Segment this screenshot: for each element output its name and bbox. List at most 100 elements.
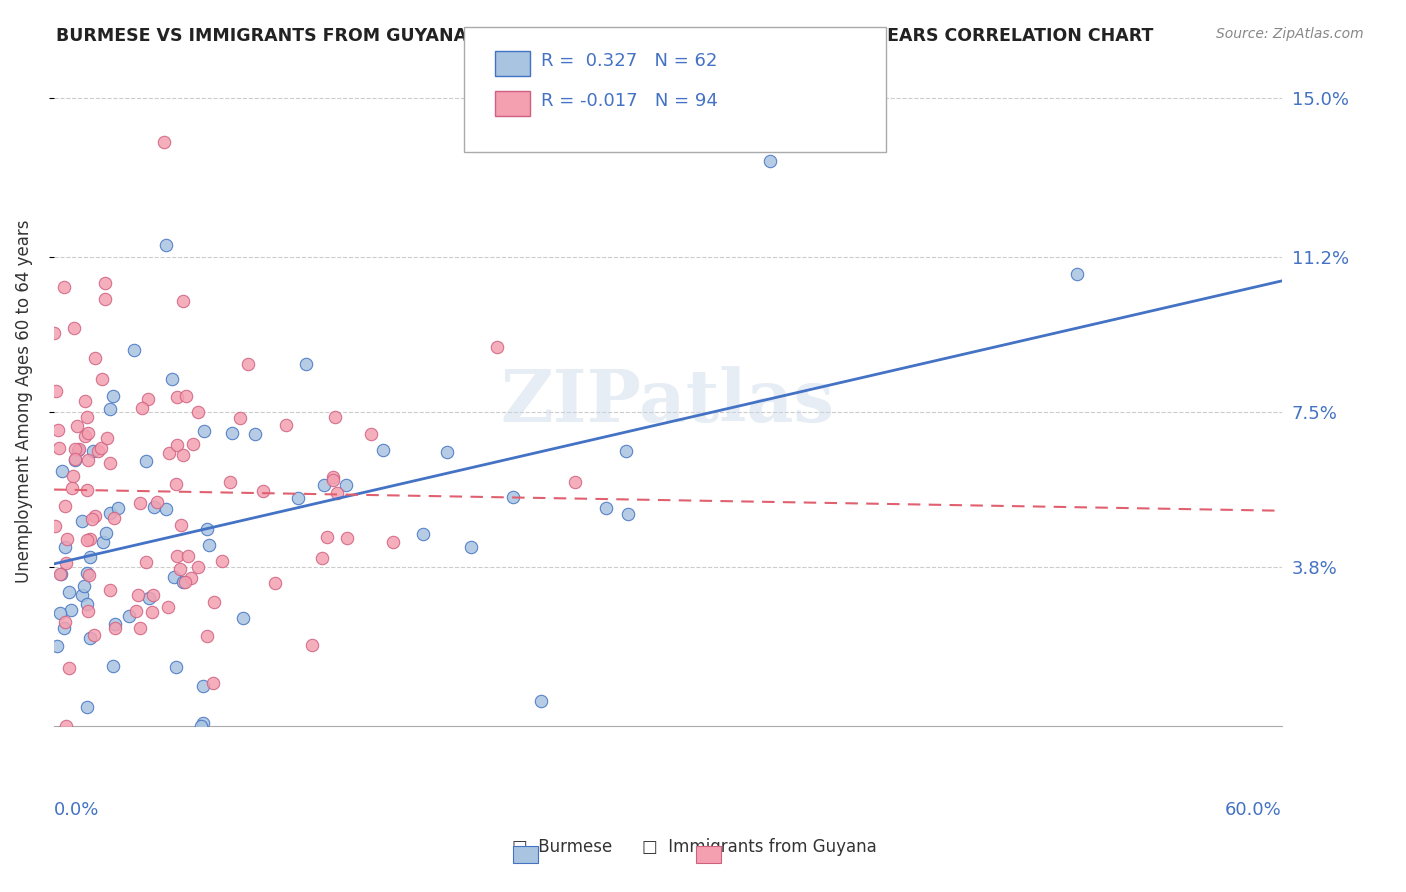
Point [94, 526, 117, 541]
Point [76, 700, 98, 714]
Point [76, 426, 98, 441]
Point [94, 276, 117, 290]
Point [83, 351, 105, 365]
Point [107, 500, 129, 515]
Point [44, 519, 66, 533]
Point [155, 237, 177, 252]
Point [322, 473, 344, 487]
Text: 0.0%: 0.0% [53, 801, 100, 819]
Point [128, 621, 150, 635]
Point [228, 411, 250, 425]
Point [155, 502, 177, 516]
Point [195, 522, 218, 536]
Point [169, 562, 191, 576]
Point [595, 500, 617, 515]
Text: □  Immigrants from Guyana: □ Immigrants from Guyana [643, 838, 876, 856]
Point [60, 481, 83, 495]
Point [172, 293, 194, 308]
Y-axis label: Unemployment Among Ages 60 to 64 years: Unemployment Among Ages 60 to 64 years [15, 219, 32, 583]
Point [146, 494, 169, 508]
Point [55, 615, 77, 630]
Text: □  Burmese: □ Burmese [512, 838, 613, 856]
Point [48, 606, 70, 620]
Point [51, 465, 73, 479]
Point [67, 443, 90, 458]
Point [76, 453, 98, 467]
Point [276, 418, 298, 433]
Point [152, 135, 174, 149]
Point [65, 442, 87, 457]
Point [125, 604, 148, 618]
Point [381, 534, 404, 549]
Point [104, 616, 127, 631]
Point [128, 496, 150, 510]
Point [138, 591, 160, 606]
Point [67, 442, 90, 456]
Point [530, 694, 553, 708]
Point [76, 410, 98, 425]
Point [373, 443, 395, 458]
Point [96, 431, 118, 445]
Point [335, 477, 357, 491]
Point [180, 571, 202, 585]
Point [87, 444, 110, 458]
Point [238, 357, 260, 371]
Point [136, 392, 159, 406]
Point [79, 550, 101, 565]
Text: BURMESE VS IMMIGRANTS FROM GUYANA UNEMPLOYMENT AMONG AGES 60 TO 64 YEARS CORRELA: BURMESE VS IMMIGRANTS FROM GUYANA UNEMPL… [56, 27, 1153, 45]
Point [58, 660, 80, 674]
Point [103, 659, 125, 673]
Point [412, 526, 434, 541]
Point [316, 530, 339, 544]
Text: 60.0%: 60.0% [1225, 801, 1282, 819]
Point [51, 567, 73, 582]
Point [245, 427, 267, 442]
Point [616, 507, 638, 521]
Point [53, 541, 76, 555]
Point [160, 372, 183, 386]
Point [80, 512, 103, 526]
Point [190, 719, 212, 733]
Point [301, 638, 323, 652]
Point [45, 384, 67, 399]
Point [131, 401, 153, 416]
Point [202, 594, 225, 608]
Point [84, 509, 107, 524]
Point [211, 554, 233, 568]
Point [53, 279, 76, 293]
Point [165, 660, 187, 674]
Point [157, 445, 180, 459]
Point [100, 506, 122, 520]
Point [759, 154, 782, 169]
Point [311, 550, 333, 565]
Point [187, 405, 209, 419]
Point [176, 389, 198, 403]
Point [56, 533, 79, 547]
Point [195, 629, 218, 643]
Point [98, 583, 121, 598]
Point [142, 500, 165, 515]
Point [70, 514, 93, 528]
Point [294, 357, 316, 371]
Point [181, 436, 204, 450]
Point [564, 475, 586, 489]
Point [76, 483, 98, 498]
Point [1066, 267, 1088, 281]
Point [166, 549, 188, 563]
Point [163, 569, 186, 583]
Point [91, 534, 114, 549]
Point [79, 533, 101, 547]
Point [193, 424, 215, 438]
Point [48, 442, 70, 456]
Point [62, 469, 84, 483]
Point [103, 510, 125, 524]
Point [170, 518, 193, 533]
Point [287, 491, 309, 506]
Text: R =  0.327   N = 62: R = 0.327 N = 62 [541, 52, 717, 70]
Point [614, 444, 637, 458]
Point [124, 343, 146, 358]
Point [191, 680, 214, 694]
Point [103, 389, 125, 403]
Point [166, 390, 188, 404]
Point [63, 321, 86, 335]
